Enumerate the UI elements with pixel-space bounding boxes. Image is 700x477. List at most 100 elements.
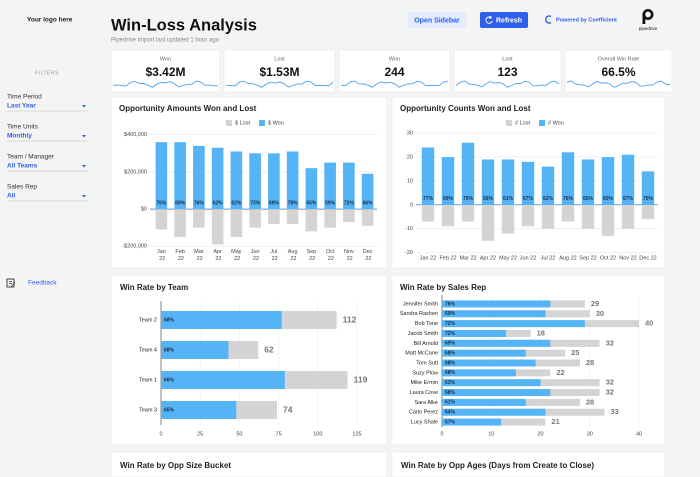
bar: [421, 204, 435, 222]
bar: [581, 159, 595, 205]
bar-label: 69%: [443, 196, 454, 202]
total-label: 32: [606, 338, 614, 347]
filter-dropdown[interactable]: All Teams: [7, 163, 88, 172]
bar-label: 65%: [306, 200, 317, 206]
logo-placeholder: Your logo here: [27, 17, 73, 24]
x-tick-line: 22: [251, 256, 259, 262]
kpi-value: 66.5%: [601, 65, 635, 79]
bar: [521, 204, 535, 227]
dropdown-caret: [82, 165, 86, 168]
button-label: Refresh: [496, 17, 522, 24]
filter-value: All Teams: [7, 163, 38, 170]
category-label: Laura Cove: [410, 390, 438, 396]
legend-swatch: [226, 120, 232, 126]
bar-label: 62%: [543, 196, 554, 202]
bar-label: 69%: [445, 311, 456, 317]
bar-label: 72%: [445, 331, 456, 337]
category-label: Sandra Rashen: [400, 311, 438, 317]
total-label: 74: [283, 404, 293, 414]
x-tick-line: Sep: [306, 249, 316, 255]
legend-swatch: [539, 120, 545, 126]
filter-label: Team / Manager: [7, 154, 55, 161]
x-tick-line: 22: [214, 256, 222, 262]
x-tick-line: 22: [158, 256, 166, 262]
bar: [161, 311, 282, 329]
feedback-link[interactable]: Feedback: [6, 278, 57, 288]
x-tick-line: Nov: [344, 249, 354, 255]
kpi-label: Won: [389, 56, 400, 62]
bar: [324, 162, 336, 210]
bar-label: 68%: [445, 370, 456, 376]
bar-label: 65%: [583, 196, 594, 202]
brand-logo: [642, 13, 646, 24]
refresh-icon: [485, 16, 493, 24]
total-label: 28: [586, 358, 594, 367]
bar: [541, 204, 555, 229]
bar: [174, 142, 186, 210]
x-tick-line: Dec: [363, 249, 373, 255]
sparkline: [566, 80, 671, 88]
bar: [286, 209, 299, 224]
bar: [481, 204, 495, 241]
page-title: Win-Loss Analysis: [111, 16, 257, 34]
dropdown-caret: [82, 195, 86, 198]
bar: [442, 349, 526, 357]
category-label: Bill Arnold: [414, 341, 438, 347]
total-label: 28: [586, 397, 594, 406]
x-tick-label: Oct 22: [326, 249, 335, 262]
y-tick-label: -10: [405, 226, 413, 232]
page-subtitle: Pipedrive import last updated 1 hour ago: [111, 38, 220, 44]
x-tick-label: 0: [440, 431, 443, 437]
category-label: Lucy Shale: [411, 420, 438, 426]
x-tick-line: Mar: [194, 249, 204, 255]
x-tick-label: Jun 22: [520, 255, 537, 261]
total-label: 32: [606, 378, 614, 387]
total-label: 32: [606, 388, 614, 397]
bar-label: 66%: [164, 377, 175, 383]
bar-label: 76%: [194, 200, 205, 206]
bar: [268, 153, 280, 210]
bar-label: 69%: [269, 200, 280, 206]
bar: [441, 204, 455, 227]
x-tick-line: Jun: [251, 249, 260, 255]
x-tick-label: Oct 22: [600, 255, 616, 261]
filter-dropdown[interactable]: All: [7, 193, 88, 202]
bar: [641, 171, 655, 205]
panel: [391, 451, 666, 477]
kpi-label: Lost: [274, 56, 285, 62]
bar: [361, 209, 374, 226]
bar: [442, 408, 546, 416]
x-tick-label: May 22: [499, 255, 517, 261]
bar: [324, 209, 336, 228]
bar: [193, 145, 205, 210]
x-tick-label: Jan 22: [157, 249, 166, 262]
bar: [230, 151, 243, 210]
bar-label: 77%: [423, 196, 434, 202]
refresh-button[interactable]: Refresh: [480, 12, 528, 28]
bar-label: 68%: [164, 317, 175, 323]
feedback-label: Feedback: [28, 280, 57, 287]
bar-label: 69%: [175, 200, 186, 206]
x-tick-label: Jul 22: [270, 249, 278, 262]
bar: [161, 371, 285, 389]
x-tick-label: 25: [197, 431, 203, 437]
x-tick-line: 22: [233, 256, 241, 262]
filter-dropdown[interactable]: Last Year: [7, 103, 88, 112]
x-tick-label: Nov 22: [619, 255, 636, 261]
y-tick-label: -$200,000: [122, 244, 147, 250]
filter-dropdown[interactable]: Monthly: [7, 133, 88, 142]
bar: [343, 162, 355, 210]
x-tick-label: 125: [352, 431, 361, 437]
coefficient-icon: [545, 15, 552, 24]
x-tick-label: 0: [159, 431, 162, 437]
bar-label: 68%: [445, 390, 456, 396]
x-tick-line: 22: [345, 256, 353, 262]
bar-label: 63%: [445, 380, 456, 386]
bar: [421, 147, 435, 205]
filter-label: Time Units: [7, 124, 39, 131]
bar-label: 66%: [363, 200, 374, 206]
bar-label: 68%: [164, 347, 175, 353]
open-sidebar-button[interactable]: Open Sidebar: [408, 12, 466, 28]
bar: [230, 209, 243, 237]
